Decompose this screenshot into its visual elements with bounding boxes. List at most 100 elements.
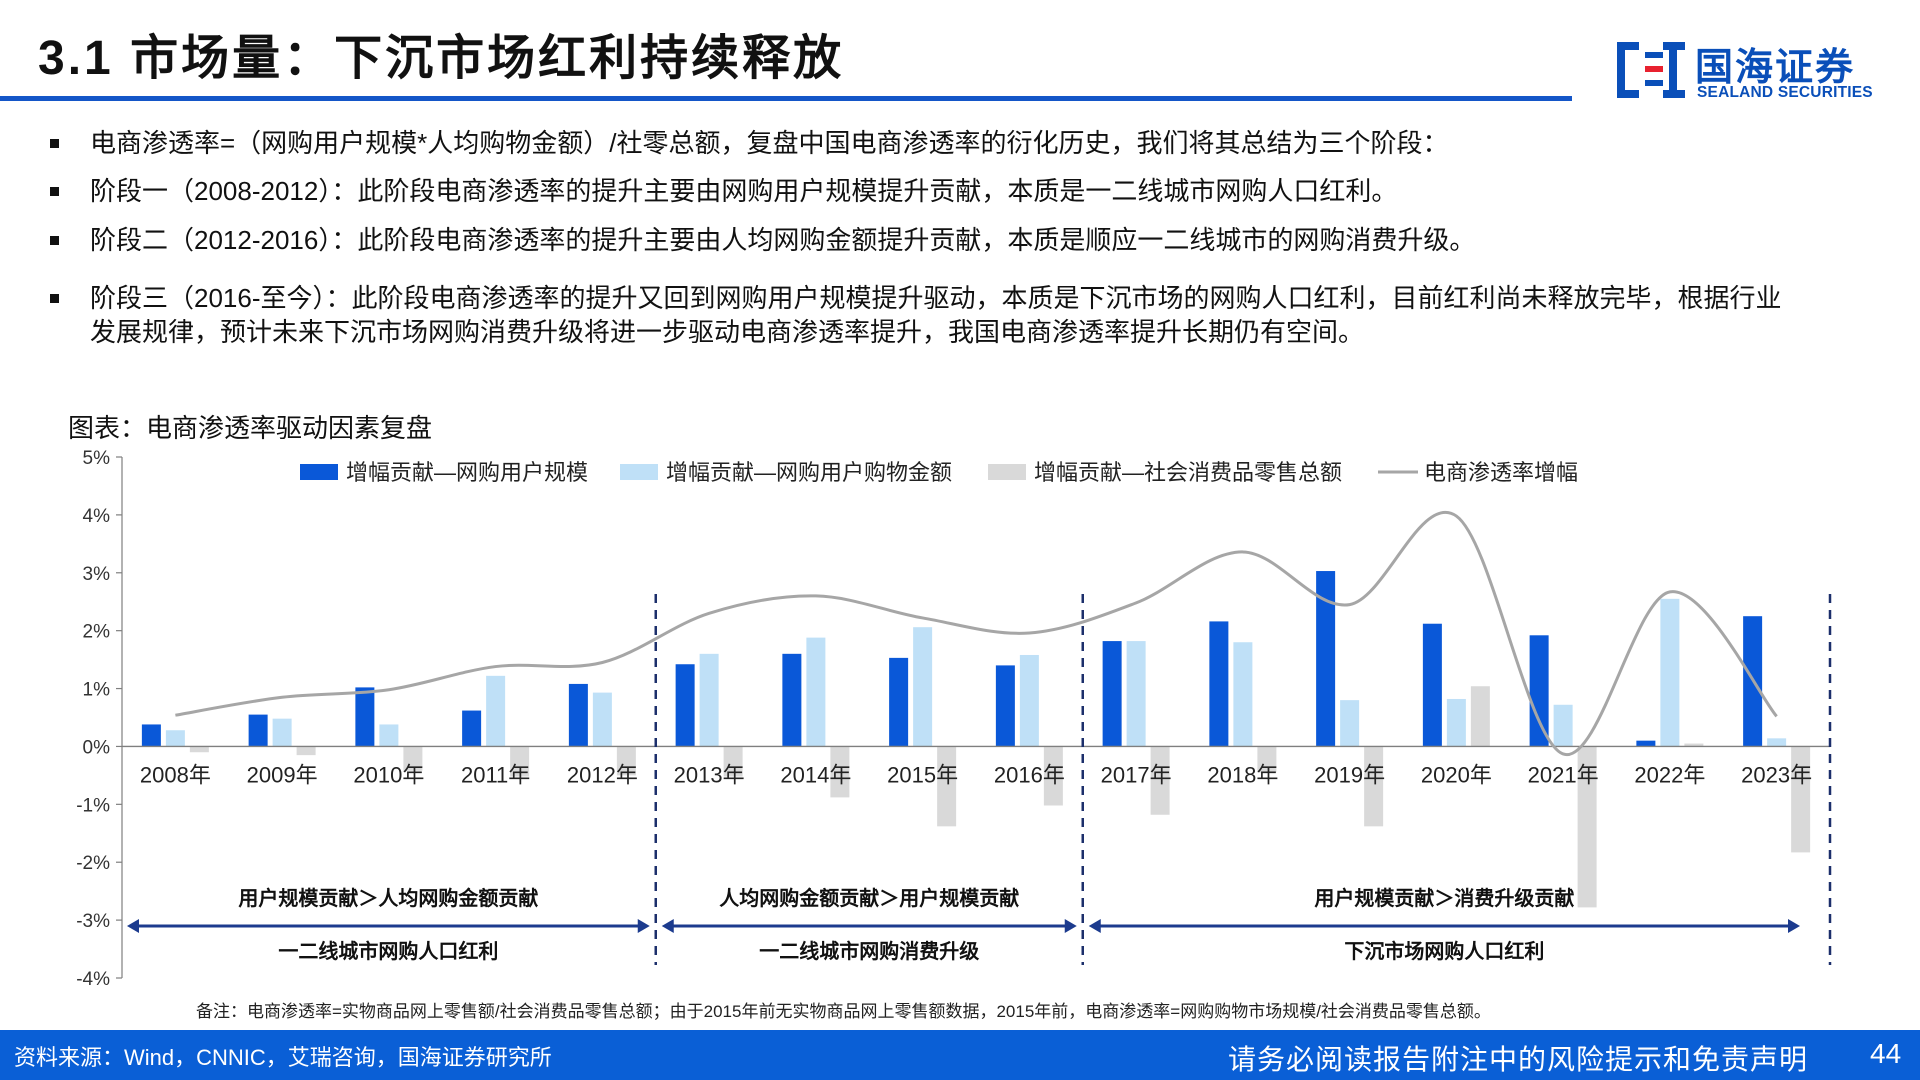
bar bbox=[806, 637, 826, 747]
bar bbox=[1126, 641, 1146, 747]
legend-label: 增幅贡献—社会消费品零售总额 bbox=[1034, 460, 1342, 485]
arrow-head-right-icon bbox=[1788, 919, 1800, 933]
x-tick-label: 2016年 bbox=[994, 762, 1065, 787]
bar bbox=[1636, 740, 1656, 747]
arrow-head-left-icon bbox=[661, 919, 674, 933]
bar bbox=[616, 746, 636, 776]
legend-label: 增幅贡献—网购用户购物金额 bbox=[666, 460, 952, 485]
bar bbox=[1684, 743, 1704, 747]
x-tick-label: 2023年 bbox=[1741, 762, 1812, 787]
x-tick-label: 2021年 bbox=[1528, 762, 1599, 787]
x-tick-label: 2011年 bbox=[461, 762, 530, 787]
company-logo: 国海证券 SEALAND SECURITIES bbox=[1615, 32, 1885, 112]
footer-disclaimer: 请务必阅读报告附注中的风险提示和免责声明 bbox=[1228, 1044, 1809, 1075]
bar bbox=[189, 746, 209, 753]
stage-bottom-label: 下沉市场网购人口红利 bbox=[1344, 939, 1544, 963]
bar bbox=[165, 730, 185, 747]
bar bbox=[782, 653, 802, 747]
bar bbox=[462, 710, 482, 747]
bar bbox=[1577, 746, 1597, 908]
bar bbox=[1233, 642, 1253, 747]
bullet-dot-icon bbox=[50, 236, 59, 245]
bar bbox=[355, 687, 375, 747]
bar bbox=[1257, 746, 1277, 773]
y-tick-label: -2% bbox=[76, 853, 110, 874]
bar bbox=[248, 714, 268, 747]
bar bbox=[1340, 700, 1360, 747]
bullet-dot-icon bbox=[50, 294, 59, 303]
penetration-driver-chart: 5% 4% 3% 2% 1% 0% -1% -2% -3% -4% 2008年 2009年 2010年 2… bbox=[76, 448, 1832, 990]
bar bbox=[723, 746, 743, 777]
y-tick-label: 2% bbox=[83, 622, 111, 643]
bar bbox=[141, 724, 161, 747]
x-tick-label: 2010年 bbox=[353, 762, 424, 787]
bar bbox=[830, 746, 850, 798]
bar bbox=[675, 664, 695, 747]
arrow-head-right-icon bbox=[637, 919, 650, 933]
bullet-text: 阶段二（2012-2016）：此阶段电商渗透率的提升主要由人均网购金额提升贡献，… bbox=[90, 225, 1476, 255]
bar bbox=[1150, 746, 1170, 815]
arrow-head-left-icon bbox=[127, 919, 139, 933]
bar bbox=[1660, 598, 1680, 747]
legend-swatch bbox=[300, 464, 338, 480]
sealand-logo-icon bbox=[1617, 42, 1685, 98]
bar bbox=[1529, 635, 1549, 747]
bar bbox=[1209, 621, 1229, 747]
bar bbox=[510, 746, 530, 777]
y-tick-label: 1% bbox=[83, 680, 111, 701]
bar bbox=[1470, 686, 1490, 747]
logo-text-en: SEALAND SECURITIES bbox=[1697, 84, 1873, 101]
page-number: 44 bbox=[1870, 1038, 1902, 1069]
y-tick-label: -4% bbox=[76, 969, 110, 990]
stage-top-label: 用户规模贡献＞人均网购金额贡献 bbox=[238, 886, 538, 910]
x-tick-label: 2020年 bbox=[1421, 762, 1492, 787]
legend-label: 增幅贡献—网购用户规模 bbox=[346, 460, 588, 485]
stage-top-label: 用户规模贡献＞消费升级贡献 bbox=[1314, 886, 1574, 910]
bullet-dot-icon bbox=[50, 139, 59, 148]
bar bbox=[699, 653, 719, 747]
x-tick-label: 2014年 bbox=[780, 762, 851, 787]
bar bbox=[1364, 746, 1384, 827]
arrow-head-left-icon bbox=[1088, 919, 1101, 933]
y-tick-label: 0% bbox=[83, 737, 111, 758]
bar bbox=[937, 746, 957, 827]
footer-bar: 资料来源：Wind，CNNIC，艾瑞咨询，国海证券研究所 请务必阅读报告附注中的… bbox=[0, 1030, 1920, 1080]
x-tick-label: 2013年 bbox=[674, 762, 745, 787]
bar bbox=[592, 692, 612, 747]
bullet-text: 阶段三（2016-至今）：此阶段电商渗透率的提升又回到网购用户规模提升驱动，本质… bbox=[90, 283, 1782, 347]
y-tick-label: 5% bbox=[83, 448, 111, 469]
legend-swatch bbox=[988, 464, 1026, 480]
bullet-text: 电商渗透率=（网购用户规模*人均购物金额）/社零总额，复盘中国电商渗透率的衍化历… bbox=[90, 128, 1449, 158]
stage-bottom-label: 一二线城市网购消费升级 bbox=[759, 939, 979, 963]
stage-bottom-label: 一二线城市网购人口红利 bbox=[278, 939, 498, 963]
footer-source: 资料来源：Wind，CNNIC，艾瑞咨询，国海证券研究所 bbox=[14, 1045, 552, 1070]
x-tick-label: 2015年 bbox=[887, 762, 958, 787]
bar bbox=[1316, 571, 1336, 747]
bar bbox=[1043, 746, 1063, 806]
x-tick-label: 2012年 bbox=[567, 762, 638, 787]
bar bbox=[403, 746, 423, 771]
bar bbox=[568, 683, 588, 747]
bar bbox=[296, 746, 316, 756]
bar bbox=[1446, 698, 1466, 747]
y-tick-label: -1% bbox=[76, 795, 110, 816]
stage-top-label: 人均网购金额贡献＞用户规模贡献 bbox=[719, 886, 1019, 910]
bar bbox=[995, 665, 1015, 747]
arrow-head-right-icon bbox=[1064, 919, 1077, 933]
bar bbox=[913, 627, 933, 747]
bar bbox=[889, 657, 909, 747]
x-tick-label: 2022年 bbox=[1634, 762, 1705, 787]
bar bbox=[1767, 738, 1787, 747]
bar bbox=[1019, 654, 1039, 747]
bar bbox=[1102, 641, 1122, 747]
x-tick-label: 2018年 bbox=[1207, 762, 1278, 787]
bar bbox=[1422, 623, 1442, 747]
bar bbox=[1791, 746, 1811, 853]
bar bbox=[272, 718, 292, 747]
penetration-growth-line bbox=[175, 511, 1778, 756]
bullet-dot-icon bbox=[50, 187, 59, 196]
bullet-text: 阶段一（2008-2012）：此阶段电商渗透率的提升主要由网购用户规模提升贡献，… bbox=[90, 176, 1398, 206]
y-tick-label: 4% bbox=[83, 506, 111, 527]
bar bbox=[486, 675, 506, 747]
x-tick-label: 2008年 bbox=[140, 762, 211, 787]
